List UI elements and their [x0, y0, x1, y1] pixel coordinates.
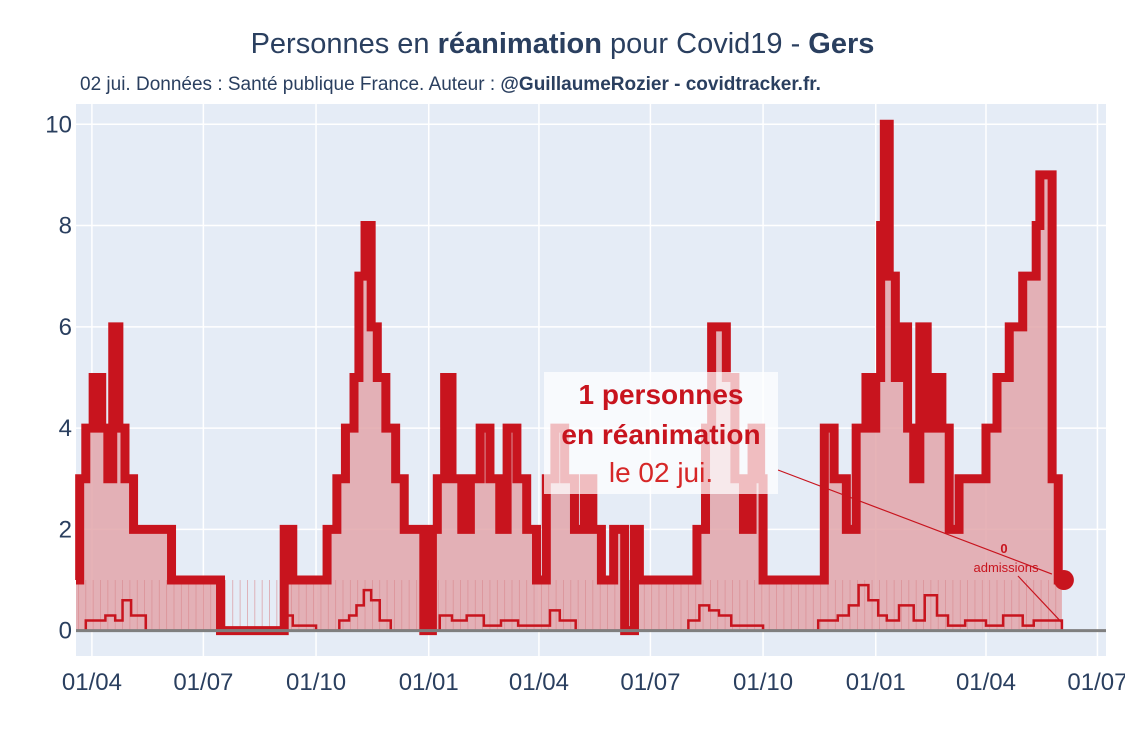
y-tick-label: 0 — [59, 618, 72, 645]
y-axis: 0 2 4 6 8 10 — [45, 111, 72, 644]
x-tick-label: 01/04 — [62, 669, 122, 696]
title-dept: Gers — [808, 28, 875, 60]
subtitle-author: @GuillaumeRozier - covidtracker.fr. — [500, 74, 821, 95]
annotation-line2: en réanimation — [561, 419, 760, 450]
admissions-arrow — [1017, 575, 1063, 624]
title-pre: Personnes en — [250, 28, 438, 60]
x-tick-label: 01/01 — [399, 669, 459, 696]
y-tick-label: 8 — [59, 213, 72, 240]
admissions-annotation: 0 admissions — [973, 541, 1063, 624]
annotation-background — [544, 372, 778, 494]
chart-subtitle: 02 jui. Données : Santé publique France.… — [80, 74, 821, 96]
annotation-box: 1 personnes en réanimation le 02 jui. — [544, 372, 1053, 575]
y-tick-label: 6 — [59, 314, 72, 341]
x-axis: 01/04 01/07 01/10 01/01 01/04 01/07 01/10 01/01… — [62, 669, 1125, 696]
admissions-line — [76, 583, 1064, 632]
x-tick-label: 01/10 — [733, 669, 793, 696]
annotation-arrow — [777, 469, 1053, 575]
title-bold: réanimation — [437, 28, 602, 60]
admissions-label: admissions — [973, 560, 1039, 575]
chart-title: Personnes en réanimation pour Covid19 - … — [0, 28, 1125, 61]
title-mid: pour Covid19 - — [601, 28, 809, 60]
y-tick-label: 2 — [59, 516, 72, 543]
x-tick-label: 01/07 — [620, 669, 680, 696]
x-tick-label: 01/10 — [286, 669, 346, 696]
x-tick-label: 01/04 — [956, 669, 1016, 696]
y-tick-label: 4 — [59, 415, 72, 442]
subtitle-text: 02 jui. Données : Santé publique France.… — [80, 74, 501, 95]
x-tick-label: 01/07 — [173, 669, 233, 696]
x-tick-label: 01/01 — [846, 669, 906, 696]
admissions-value: 0 — [1000, 541, 1007, 556]
y-tick-label: 10 — [45, 111, 72, 138]
x-tick-label: 01/07 — [1067, 669, 1125, 696]
last-value-marker — [1053, 570, 1074, 591]
annotation-line3: le 02 jui. — [609, 457, 713, 488]
annotation-line1: 1 personnes — [579, 379, 744, 410]
x-tick-label: 01/04 — [509, 669, 569, 696]
